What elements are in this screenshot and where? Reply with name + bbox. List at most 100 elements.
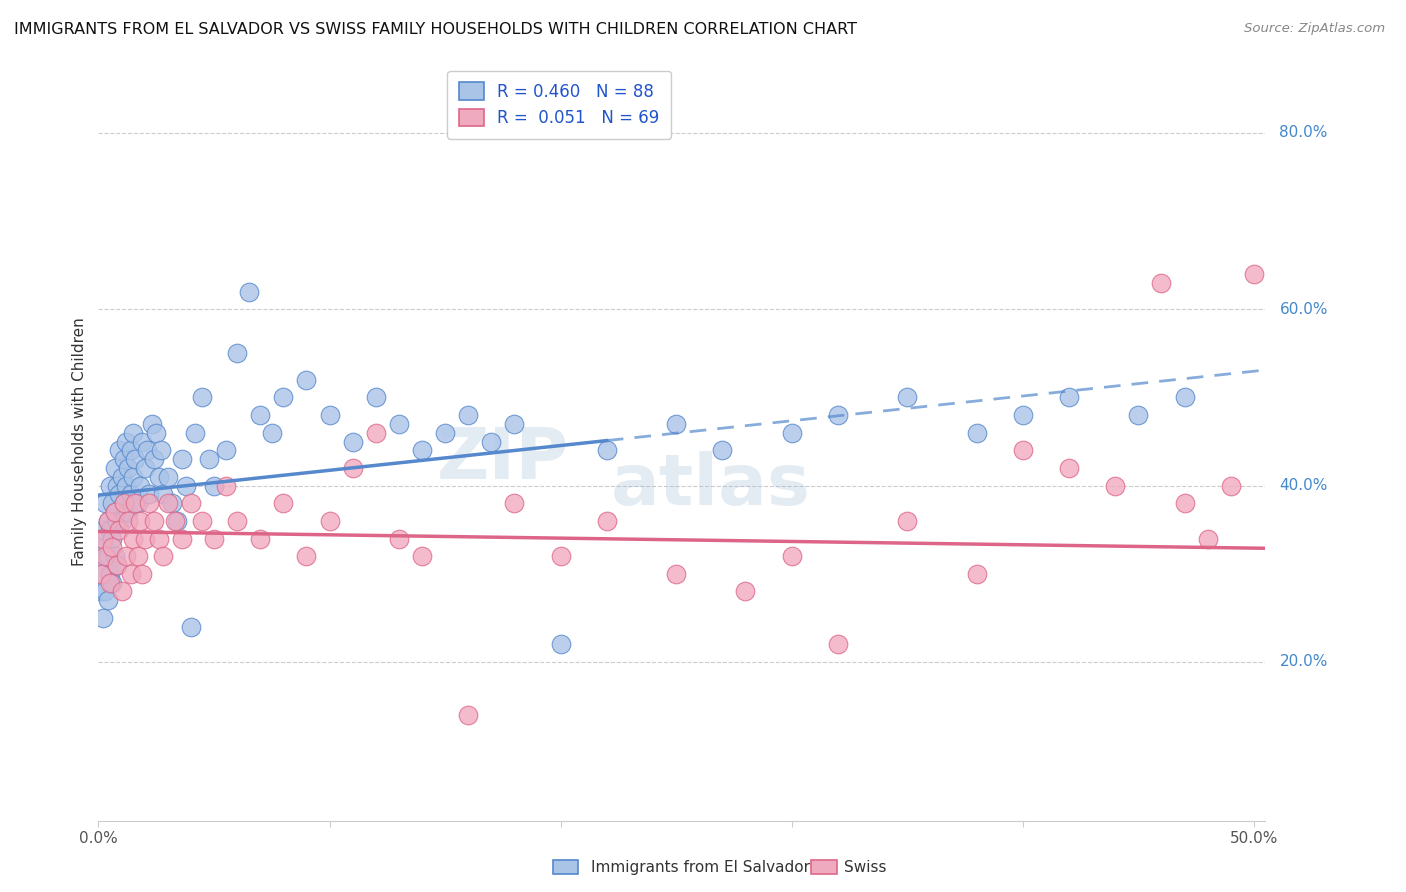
- Point: [180, 620, 202, 634]
- Point: [91, 566, 114, 581]
- Point: [503, 417, 526, 431]
- Point: [142, 452, 165, 467]
- Point: [131, 434, 153, 449]
- Point: [1057, 461, 1080, 475]
- Point: [342, 434, 364, 449]
- Point: [1057, 391, 1080, 405]
- Point: [318, 408, 340, 422]
- Point: [1312, 673, 1334, 687]
- Point: [115, 549, 138, 563]
- Point: [124, 496, 146, 510]
- Point: [90, 549, 112, 563]
- Point: [411, 443, 433, 458]
- Point: [1289, 655, 1312, 669]
- Point: [249, 408, 271, 422]
- Point: [214, 443, 236, 458]
- Point: [98, 478, 121, 492]
- Point: [152, 487, 174, 501]
- Point: [1358, 532, 1381, 546]
- Point: [127, 496, 149, 510]
- Point: [174, 478, 197, 492]
- Point: [152, 549, 174, 563]
- Point: [503, 496, 526, 510]
- Point: [91, 532, 114, 546]
- Point: [184, 425, 207, 440]
- Point: [149, 443, 172, 458]
- Point: [104, 505, 127, 519]
- Point: [1219, 478, 1241, 492]
- Point: [91, 523, 114, 537]
- Point: [91, 611, 114, 625]
- Point: [134, 532, 156, 546]
- Point: [101, 496, 124, 510]
- Text: ZIP: ZIP: [437, 425, 569, 493]
- Point: [170, 532, 193, 546]
- Point: [97, 514, 120, 528]
- Point: [90, 584, 112, 599]
- Point: [110, 514, 132, 528]
- Point: [550, 637, 572, 651]
- Point: [110, 470, 132, 484]
- Text: 20.0%: 20.0%: [1279, 655, 1327, 670]
- Point: [124, 452, 146, 467]
- Point: [1197, 532, 1219, 546]
- Point: [1405, 549, 1406, 563]
- Point: [108, 523, 131, 537]
- Point: [249, 532, 271, 546]
- Point: [90, 566, 112, 581]
- Point: [711, 443, 734, 458]
- Point: [734, 584, 756, 599]
- Point: [295, 373, 318, 387]
- Point: [94, 496, 117, 510]
- Point: [101, 541, 124, 555]
- Point: [97, 593, 120, 607]
- Y-axis label: Family Households with Children: Family Households with Children: [72, 318, 87, 566]
- Point: [665, 566, 688, 581]
- Text: Immigrants from El Salvador: Immigrants from El Salvador: [591, 860, 810, 874]
- Point: [550, 549, 572, 563]
- Point: [156, 496, 179, 510]
- Point: [117, 505, 139, 519]
- FancyBboxPatch shape: [811, 860, 837, 874]
- Point: [112, 496, 135, 510]
- Point: [120, 487, 142, 501]
- Point: [98, 566, 121, 581]
- Point: [364, 425, 387, 440]
- Point: [260, 425, 283, 440]
- Point: [104, 549, 127, 563]
- Point: [138, 496, 160, 510]
- Point: [198, 452, 221, 467]
- Point: [1128, 408, 1150, 422]
- Point: [162, 496, 184, 510]
- Point: [105, 558, 128, 572]
- Point: [827, 637, 849, 651]
- Point: [129, 514, 152, 528]
- Text: IMMIGRANTS FROM EL SALVADOR VS SWISS FAMILY HOUSEHOLDS WITH CHILDREN CORRELATION: IMMIGRANTS FROM EL SALVADOR VS SWISS FAM…: [14, 22, 858, 37]
- Point: [226, 514, 249, 528]
- Point: [1150, 276, 1173, 290]
- Point: [163, 514, 186, 528]
- Point: [110, 584, 132, 599]
- Point: [117, 514, 139, 528]
- Point: [1011, 443, 1033, 458]
- Point: [596, 443, 619, 458]
- Point: [148, 470, 170, 484]
- Point: [271, 496, 294, 510]
- Point: [434, 425, 457, 440]
- Point: [136, 443, 159, 458]
- Point: [122, 532, 145, 546]
- Point: [342, 461, 364, 475]
- Point: [97, 549, 120, 563]
- Point: [1265, 514, 1288, 528]
- Point: [131, 566, 153, 581]
- Text: 60.0%: 60.0%: [1279, 301, 1327, 317]
- Point: [896, 391, 918, 405]
- Text: Swiss: Swiss: [844, 860, 886, 874]
- Point: [129, 478, 152, 492]
- Point: [202, 478, 225, 492]
- Text: 80.0%: 80.0%: [1279, 126, 1327, 140]
- Point: [457, 408, 479, 422]
- Point: [180, 496, 202, 510]
- Point: [295, 549, 318, 563]
- Point: [94, 549, 117, 563]
